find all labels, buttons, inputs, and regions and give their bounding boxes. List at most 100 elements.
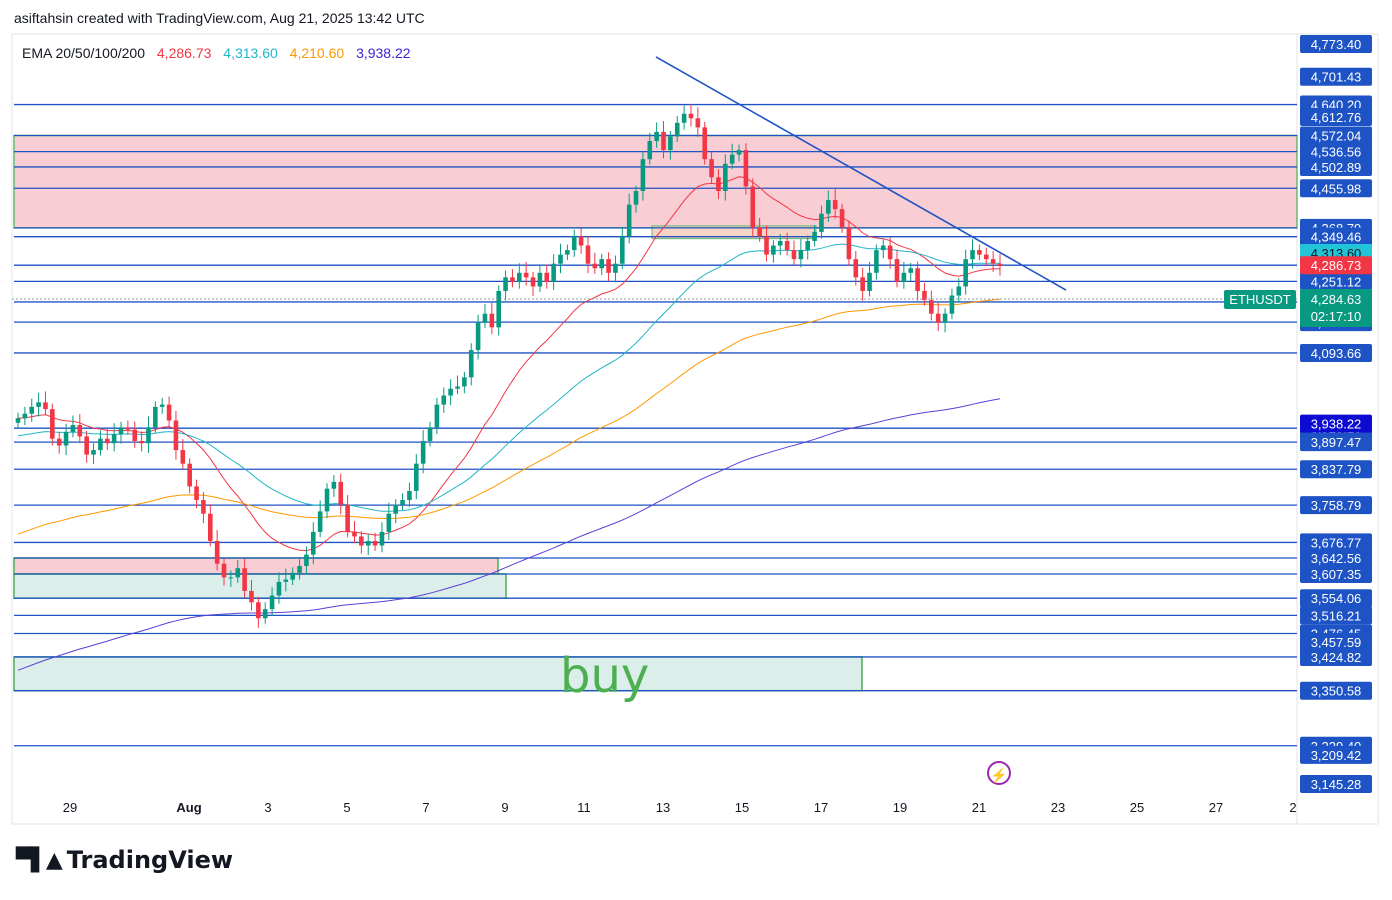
trendline <box>655 56 1067 291</box>
candle-body <box>63 431 69 446</box>
candle-body <box>729 154 735 164</box>
candle-body <box>599 259 605 269</box>
candle-body <box>43 402 48 410</box>
candle-body <box>585 245 591 264</box>
ema-100-value: 4,210.60 <box>289 45 345 61</box>
svg-text:3,938.22: 3,938.22 <box>1311 417 1362 432</box>
price-scale-label: 3,642.56 <box>1300 548 1372 567</box>
candle-body <box>674 122 680 137</box>
candle-body <box>448 388 453 396</box>
candle-body <box>372 540 378 546</box>
highlighted-scale-label: 3,938.22 <box>1300 414 1372 433</box>
candle-body <box>709 159 714 178</box>
candle-body <box>777 240 783 246</box>
current-price-tag: 4,284.63 02:17:10 <box>1300 289 1372 327</box>
svg-text:3,145.28: 3,145.28 <box>1311 777 1362 792</box>
x-tick-label: 7 <box>422 800 429 815</box>
ema-20-value: 4,286.73 <box>156 45 212 61</box>
ema-100-line <box>17 298 1001 535</box>
price-scale-label: 3,424.82 <box>1300 647 1372 666</box>
candle-body <box>475 322 481 351</box>
svg-text:4,286.73: 4,286.73 <box>1311 258 1362 273</box>
candle-body <box>379 531 385 546</box>
candle-body <box>290 572 295 580</box>
ema-200-line <box>17 398 1001 671</box>
flash-icon[interactable]: ⚡ <box>987 761 1011 785</box>
candle-body <box>723 163 728 191</box>
candle-body <box>496 290 501 328</box>
candle-body <box>743 150 749 187</box>
x-tick-label: 21 <box>972 800 986 815</box>
candle-body <box>915 268 920 291</box>
svg-text:4,455.98: 4,455.98 <box>1311 181 1362 196</box>
price-scale-label: 3,837.79 <box>1300 460 1372 479</box>
candle-body <box>757 227 762 237</box>
candle-body <box>166 404 172 421</box>
candle-body <box>544 272 550 282</box>
price-scale-label: 3,758.79 <box>1300 496 1372 515</box>
price-scale-label: 4,612.76 <box>1300 108 1372 127</box>
candle-body <box>242 568 247 591</box>
ema-200-value: 3,938.22 <box>356 45 411 61</box>
candle-body <box>297 565 302 573</box>
candle-body <box>159 404 165 407</box>
price-scale-label: 4,251.12 <box>1300 272 1372 291</box>
price-scale-label: 4,536.56 <box>1300 142 1372 161</box>
candle-body <box>626 204 632 237</box>
candle-body <box>455 386 460 389</box>
x-tick-label: 9 <box>501 800 508 815</box>
candle-body <box>338 481 344 505</box>
svg-text:3,209.42: 3,209.42 <box>1311 748 1362 763</box>
candle-body <box>771 245 776 255</box>
svg-text:3,758.79: 3,758.79 <box>1311 498 1362 513</box>
svg-text:3,642.56: 3,642.56 <box>1311 551 1362 566</box>
candle-body <box>661 131 666 151</box>
chart-header: asiftahsin created with TradingView.com,… <box>14 10 425 26</box>
candle-body <box>283 579 289 582</box>
candle-body <box>860 277 865 291</box>
price-scale-label: 4,773.40 <box>1300 35 1372 53</box>
candle-body <box>654 131 659 141</box>
candle-body <box>867 272 872 291</box>
candle-body <box>56 438 62 446</box>
price-scale-label: 3,145.28 <box>1300 775 1372 793</box>
candle-body <box>118 427 124 435</box>
candle-body <box>132 429 138 441</box>
candle-body <box>269 595 275 610</box>
candle-body <box>750 186 756 228</box>
candle-body <box>551 263 556 282</box>
x-tick-label: 13 <box>656 800 670 815</box>
candle-body <box>194 486 199 501</box>
candle-body <box>489 313 495 328</box>
svg-text:4,251.12: 4,251.12 <box>1311 274 1362 289</box>
x-tick-label: Aug <box>176 800 201 815</box>
price-scale-label: 3,209.42 <box>1300 745 1372 764</box>
candle-body <box>420 440 426 464</box>
candle-body <box>558 254 563 264</box>
candle-body <box>77 425 83 437</box>
candle-body <box>180 450 186 464</box>
buy-annotation: buy <box>560 648 650 704</box>
x-tick-label: 19 <box>893 800 907 815</box>
candle-body <box>359 536 364 546</box>
candle-body <box>22 413 28 419</box>
zone-demand-3 <box>13 656 863 692</box>
candle-body <box>613 263 618 273</box>
candle-body <box>214 540 220 564</box>
candle-body <box>29 406 35 414</box>
candle-body <box>764 236 769 255</box>
candle-body <box>668 136 673 151</box>
svg-text:4,093.66: 4,093.66 <box>1311 346 1362 361</box>
candle-body <box>640 159 646 191</box>
price-scale-label: 4,701.43 <box>1300 67 1372 86</box>
candle-body <box>537 272 543 287</box>
candle-body <box>990 259 996 264</box>
candle-body <box>633 190 639 205</box>
candle-body <box>716 177 721 191</box>
ema-label: EMA 20/50/100/200 <box>22 45 145 61</box>
candle-body <box>839 209 845 228</box>
candle-body <box>146 427 151 444</box>
tradingview-logo[interactable]: ▀▌▲ TradingView <box>16 846 233 874</box>
svg-text:4,701.43: 4,701.43 <box>1311 70 1362 85</box>
